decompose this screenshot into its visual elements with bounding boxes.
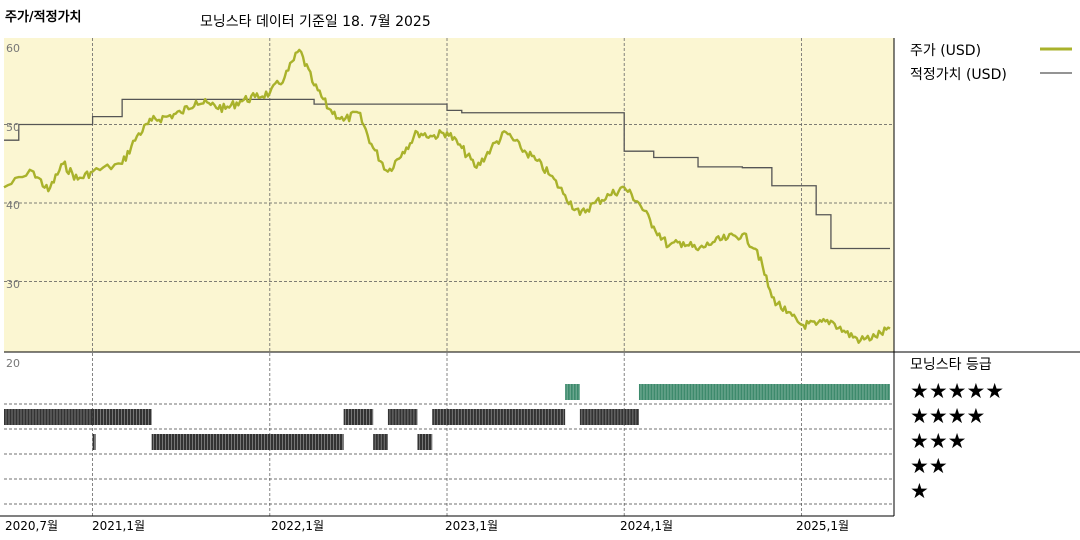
price-line: [3, 48, 891, 344]
legend-price-label: 주가 (USD): [910, 43, 981, 59]
chart-subtitle: 모닝스타 데이터 기준일 18. 7월 2025: [200, 14, 431, 30]
rating-bar-3-star-3: [151, 434, 344, 450]
y-tick-40: 40: [6, 199, 20, 212]
rating-bar-3-star-7: [417, 434, 433, 450]
rating-bar-4-star-4: [343, 409, 374, 425]
rating-bar-4-star-2: [92, 409, 152, 425]
price-area-bg: [4, 38, 894, 352]
y-tick-50: 50: [6, 121, 20, 134]
rating-bars: [4, 384, 891, 450]
series-lines: [3, 48, 891, 344]
legend-fair-value-label: 적정가치 (USD): [910, 67, 1007, 83]
x-tick-2024-1: 2024,1월: [620, 519, 673, 533]
rating-bar-4-star-8: [432, 409, 566, 425]
x-tick-2021-1: 2021,1월: [92, 519, 145, 533]
rating-bar-4-star-0: [4, 409, 93, 425]
x-tick-2020-7: 2020,7월: [5, 519, 58, 533]
rating-bar-3-star-1: [92, 434, 96, 450]
y-tick-60: 60: [6, 42, 20, 55]
rating-1-star: ★: [910, 479, 929, 503]
rating-label: 모닝스타 등급: [910, 357, 992, 373]
rating-3-stars: ★★★: [910, 429, 966, 453]
rating-4-stars: ★★★★: [910, 404, 985, 428]
chart-title: 주가/적정가치: [5, 9, 82, 25]
x-tick-2022-1: 2022,1월: [271, 519, 324, 533]
rating-bar-5-star-11: [638, 384, 891, 400]
grid-lines: [4, 38, 894, 516]
x-tick-2023-1: 2023,1월: [445, 519, 498, 533]
rating-bar-4-star-6: [387, 409, 418, 425]
y-tick-30: 30: [6, 278, 20, 291]
x-tick-2025-1: 2025,1월: [796, 519, 849, 533]
rating-bar-3-star-5: [373, 434, 388, 450]
rating-bar-4-star-10: [579, 409, 640, 425]
rating-2-stars: ★★: [910, 454, 948, 478]
fair-value-line: [4, 98, 890, 250]
rating-5-stars: ★★★★★: [910, 379, 1004, 403]
y-tick-20: 20: [6, 357, 20, 370]
rating-grid-lines: [4, 403, 894, 505]
rating-bar-5-star-9: [565, 384, 580, 400]
